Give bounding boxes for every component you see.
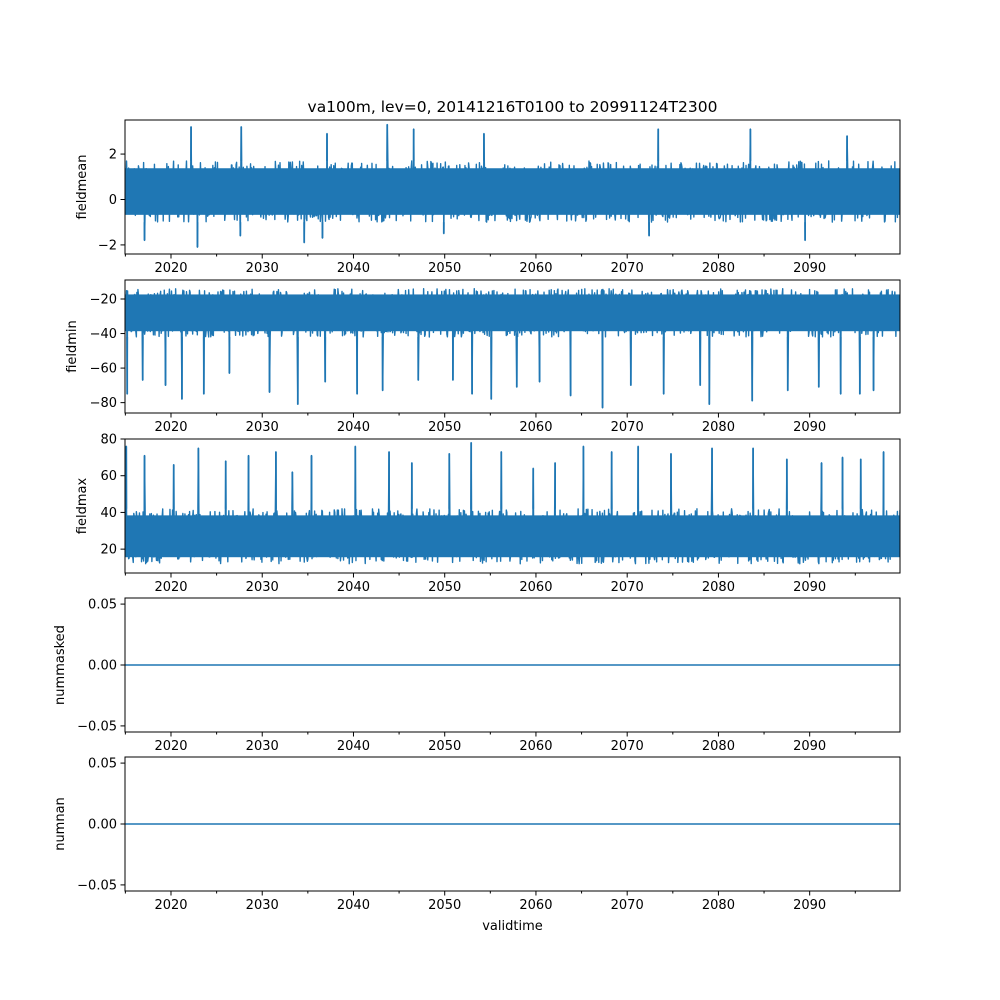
y-tick-label: 0.05 — [88, 598, 117, 613]
x-tick-label: 2020 — [154, 739, 187, 754]
x-tick-label: 2030 — [246, 739, 279, 754]
x-tick-label: 2090 — [793, 580, 826, 595]
x-tick-label: 2070 — [611, 898, 644, 913]
y-tick-label: 40 — [100, 506, 117, 521]
y-tick-label: −2 — [98, 238, 117, 253]
y-tick-label: −0.05 — [77, 878, 117, 893]
x-tick-label: 2060 — [519, 420, 552, 435]
x-tick-label: 2020 — [154, 898, 187, 913]
x-tick-label: 2080 — [702, 420, 735, 435]
y-tick-label: −20 — [90, 293, 117, 308]
subplot-fieldmax: 2020 2030 2040 2050 2060 2070 2080 209020406080… — [75, 433, 901, 595]
y-axis-label: fieldmean — [75, 155, 90, 220]
x-tick-label: 2040 — [337, 261, 370, 276]
x-tick-label: 2020 — [154, 420, 187, 435]
x-tick-label: 2030 — [246, 420, 279, 435]
x-tick-label: 2090 — [793, 261, 826, 276]
x-tick-label: 2060 — [519, 261, 552, 276]
subplot-nummasked: 2020 2030 2040 2050 2060 2070 2080 2090 −0.05 0.0… — [53, 597, 901, 754]
y-tick-label: −80 — [90, 396, 117, 411]
y-tick-label: 2 — [109, 148, 117, 163]
subplots: 2020 2030 2040 2050 2060 2070 2080 2090−202fiel… — [53, 119, 901, 913]
x-tick-label: 2050 — [428, 898, 461, 913]
x-tick-label: 2050 — [428, 261, 461, 276]
x-tick-label: 2080 — [702, 898, 735, 913]
x-tick-label: 2050 — [428, 580, 461, 595]
x-tick-label: 2050 — [428, 739, 461, 754]
x-tick-label: 2090 — [793, 420, 826, 435]
x-axis-label: validtime — [482, 919, 543, 934]
y-tick-label: −0.05 — [77, 719, 117, 734]
series-core-band — [125, 294, 900, 332]
x-tick-label: 2040 — [337, 739, 370, 754]
x-tick-label: 2060 — [519, 898, 552, 913]
x-tick-label: 2030 — [246, 580, 279, 595]
subplot-numnan: 2020 2030 2040 2050 2060 2070 2080 2090 −0.05 0.0… — [53, 756, 901, 913]
y-tick-label: 80 — [100, 433, 117, 448]
subplot-fieldmin: 2020 2030 2040 2050 2060 2070 2080 2090 −80 −60 −4… — [65, 279, 901, 435]
x-tick-label: 2070 — [611, 261, 644, 276]
x-tick-label: 2070 — [611, 420, 644, 435]
axes-frame — [124, 119, 901, 255]
y-tick-label: −40 — [90, 327, 117, 342]
x-tick-label: 2070 — [611, 739, 644, 754]
x-tick-label: 2030 — [246, 898, 279, 913]
x-tick-label: 2080 — [702, 739, 735, 754]
y-tick-label: −60 — [90, 362, 117, 377]
y-tick-label: 0.05 — [88, 757, 117, 772]
series-core-band — [125, 515, 900, 558]
x-tick-label: 2040 — [337, 580, 370, 595]
x-tick-label: 2070 — [611, 580, 644, 595]
x-tick-label: 2040 — [337, 898, 370, 913]
y-tick-label: 0 — [109, 193, 117, 208]
chart-title: va100m, lev=0, 20141216T0100 to 20991124… — [308, 98, 718, 116]
subplot-fieldmean: 2020 2030 2040 2050 2060 2070 2080 2090 −2 0 2 fiel… — [75, 119, 901, 276]
x-tick-label: 2030 — [246, 261, 279, 276]
x-tick-label: 2090 — [793, 739, 826, 754]
x-tick-label: 2080 — [702, 261, 735, 276]
series-core-band — [125, 168, 900, 215]
x-tick-label: 2040 — [337, 420, 370, 435]
x-tick-label: 2090 — [793, 898, 826, 913]
x-tick-label: 2020 — [154, 261, 187, 276]
y-axis-label: numnan — [53, 797, 68, 851]
axes-frame — [124, 279, 901, 414]
axes-frame — [124, 438, 901, 574]
y-axis-label: nummasked — [53, 625, 68, 705]
y-tick-label: 60 — [100, 469, 117, 484]
y-tick-label: 0.00 — [88, 818, 117, 833]
x-tick-label: 2050 — [428, 420, 461, 435]
y-axis-label: fieldmax — [75, 478, 90, 535]
x-tick-label: 2020 — [154, 580, 187, 595]
x-tick-label: 2060 — [519, 739, 552, 754]
y-tick-label: 0.00 — [88, 659, 117, 674]
x-tick-label: 2080 — [702, 580, 735, 595]
x-tick-label: 2060 — [519, 580, 552, 595]
y-tick-label: 20 — [100, 543, 117, 558]
y-axis-label: fieldmin — [65, 320, 80, 373]
